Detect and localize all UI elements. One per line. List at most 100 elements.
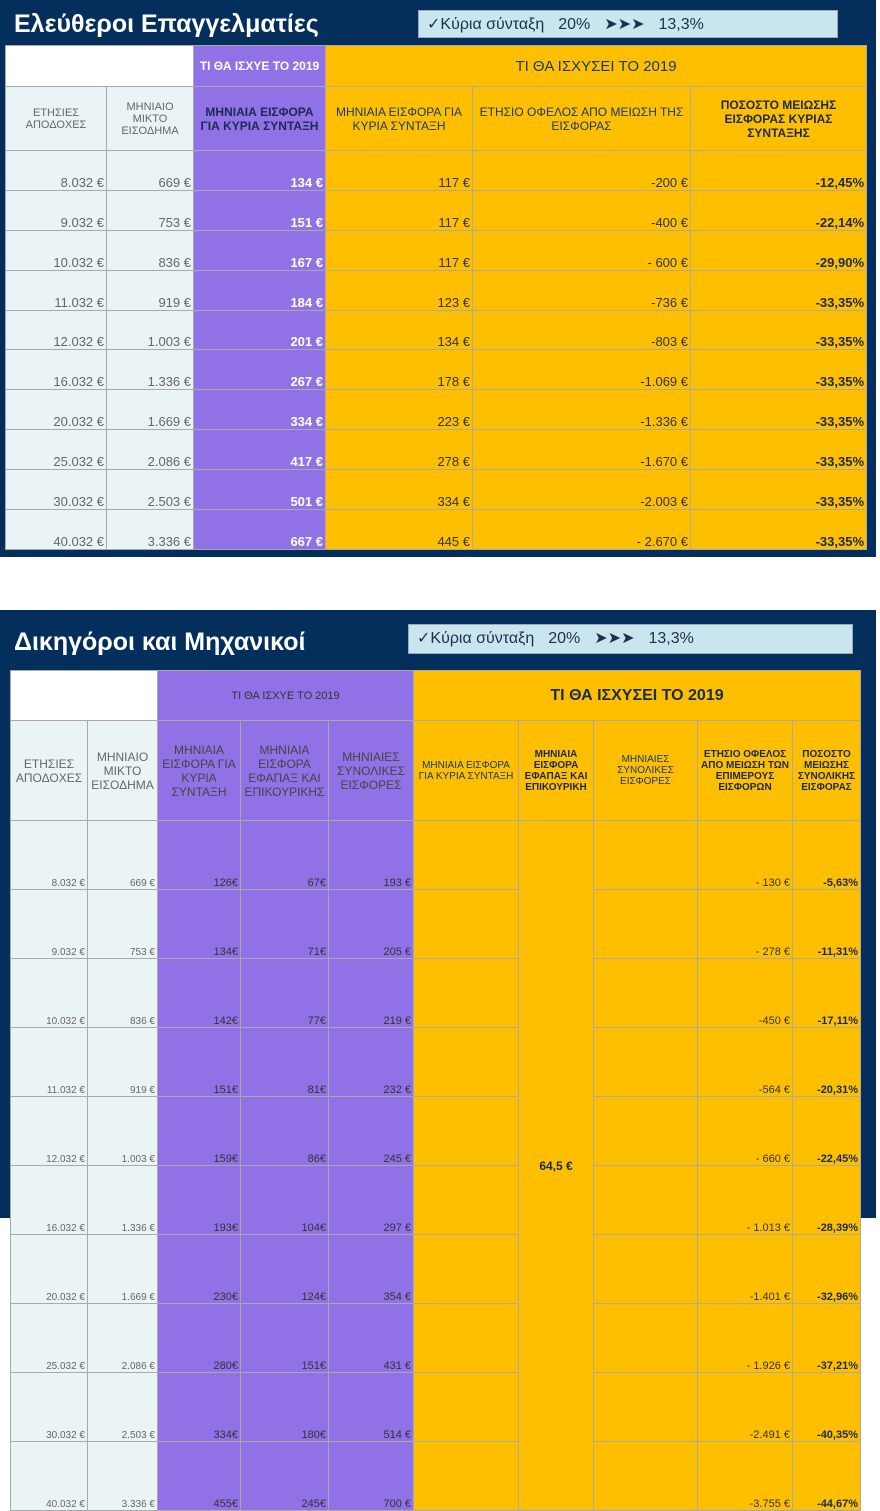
table-cell: -564 € (697, 1027, 794, 1097)
table-cell: 77€ (240, 958, 329, 1028)
table-cell: -33,35% (689, 469, 868, 511)
column-header: ΜΗΝΙΑΙΑ ΕΙΣΦΟΡΑ ΓΙΑ ΚΥΡΙΑ ΣΥΝΤΑΞΗ (325, 86, 473, 151)
table-cell: 667 € (193, 509, 326, 550)
table-cell: 142€ (157, 958, 241, 1028)
table-cell: -33,35% (689, 349, 868, 391)
table-cell: 307 € (593, 1372, 699, 1442)
table-row: 30.032 €2.503 €334€180€514 €242 € 307 €-2… (10, 1372, 862, 1442)
table-cell: -1.401 € (697, 1234, 794, 1304)
table-cell: -44,67% (792, 1441, 862, 1511)
table-row: 8.032 €669 €134 €117 € -200 € -12,45% (5, 150, 868, 191)
table-cell: 25.032 € (5, 429, 107, 471)
table-cell: 71€ (240, 889, 329, 959)
table-cell: 193 € (327, 820, 415, 890)
table-cell: 40.032 € (10, 1441, 88, 1511)
table-cell: -200 € (472, 150, 691, 191)
table-cell: 12.032 € (10, 1096, 88, 1166)
empty-header (5, 45, 194, 87)
group-header-old: ΤΙ ΘΑ ΙΣΧΥΕ ΤΟ 2019 (156, 670, 415, 721)
table-cell: 20.032 € (5, 389, 107, 431)
column-header: ΜΗΝΙΑΙΑ ΕΙΣΦΟΡΑ ΓΙΑ ΚΥΡΙΑ ΣΥΝΤΑΞΗ (193, 86, 326, 151)
column-header: ΜΗΝΙΑΙΑ ΕΙΣΦΟΡΑ ΓΙΑ ΚΥΡΙΑ ΣΥΝΤΑΞΗ (413, 720, 520, 821)
table-cell: 514 € (327, 1372, 415, 1442)
column-header: ΜΗΝΙΑΙΕΣ ΣΥΝΟΛΙΚΕΣ ΕΙΣΦΟΡΕΣ (327, 720, 415, 821)
table-cell: 11.032 € (5, 269, 107, 311)
table-cell: 167 € (193, 229, 326, 271)
table-cell: 919 € (87, 1027, 158, 1097)
contributions-table: ΤΙ ΘΑ ΙΣΧΥΕ ΤΟ 2019 ΤΙ ΘΑ ΙΣΧΥΣΕΙ ΤΟ 201… (5, 45, 868, 550)
table-cell: 9.032 € (5, 189, 107, 231)
table-cell: 3.336 € (106, 509, 194, 550)
table-cell: 182 € (593, 820, 699, 890)
column-header: ΠΟΣΟΣΤΟ ΜΕΙΩΣΗΣ ΕΙΣΦΟΡΑΣ ΚΥΡΙΑΣ ΣΥΝΤΑΞΗΣ (689, 86, 868, 151)
table-cell: -1.069 € (472, 349, 691, 391)
table-cell: 125 € (413, 1096, 520, 1166)
table-cell: 836 € (87, 958, 158, 1028)
table-row: 9.032 €753 €134€71€205 €117 € 182 €- 278 … (10, 889, 862, 959)
table-row: 12.032 €1.003 €201 €134 € -803 € -33,35% (5, 309, 868, 351)
table-cell: -32,96% (792, 1234, 862, 1304)
table-cell: 334€ (157, 1372, 241, 1442)
table-cell: -29,90% (689, 229, 868, 271)
table-cell: 323 € (413, 1441, 520, 1511)
table-cell: 245€ (240, 1441, 329, 1511)
table-cell: 178 € (325, 349, 473, 391)
column-header: ΜΗΝΙΑΙΑ ΕΙΣΦΟΡΑ ΕΦΑΠΑΞ ΚΑΙ ΕΠΙΚΟΥΡΙΚΗ (518, 720, 595, 821)
table-cell: 2.086 € (106, 429, 194, 471)
table-cell: -17,11% (792, 958, 862, 1028)
pension-rate-banner: ✓Κύρια σύνταξη 20% ➤➤➤ 13,3% (418, 10, 838, 38)
table-cell: 151€ (240, 1303, 329, 1373)
table-cell: -33,35% (689, 509, 868, 550)
table-row: 25.032 €2.086 €280€151€431 €206 € 271 €- … (10, 1303, 862, 1373)
table-cell: -3.755 € (697, 1441, 794, 1511)
table-cell: 1.336 € (106, 349, 194, 391)
table-cell: -1.336 € (472, 389, 691, 431)
table-cell: 1.003 € (87, 1096, 158, 1166)
table-cell: 30.032 € (5, 469, 107, 511)
table-cell: - 1.926 € (697, 1303, 794, 1373)
table-cell: 297 € (327, 1165, 415, 1235)
table-cell: -20,31% (792, 1027, 862, 1097)
table-row: 40.032 €3.336 €455€245€700 €323 € 388 €-3… (10, 1441, 862, 1511)
table-cell: 124€ (240, 1234, 329, 1304)
table-cell: 354 € (327, 1234, 415, 1304)
table-cell: 104€ (240, 1165, 329, 1235)
table-cell: 753 € (106, 189, 194, 231)
table-cell: -22,45% (792, 1096, 862, 1166)
table-cell: 10.032 € (5, 229, 107, 271)
table-cell: -2.003 € (472, 469, 691, 511)
table-cell: - 600 € (472, 229, 691, 271)
table-cell: 223 € (325, 389, 473, 431)
table-cell: 1.336 € (87, 1165, 158, 1235)
banner-new-rate: 13,3% (648, 630, 694, 647)
table-cell: 184 € (193, 269, 326, 311)
table-cell: -40,35% (792, 1372, 862, 1442)
column-header: ΜΗΝΙΑΙΑ ΕΙΣΦΟΡΑ ΓΙΑ ΚΥΡΙΑ ΣΥΝΤΑΞΗ (157, 720, 241, 821)
table-cell: 238 € (593, 1234, 699, 1304)
table-cell: 245 € (327, 1096, 415, 1166)
table-cell: 2.503 € (106, 469, 194, 511)
table-cell: -33,35% (689, 269, 868, 311)
table-cell: 117 € (413, 958, 520, 1028)
table-row: 40.032 €3.336 €667 €445 € - 2.670 € -33,35… (5, 509, 868, 550)
table-cell: 20.032 € (10, 1234, 88, 1304)
table-cell: 1.669 € (106, 389, 194, 431)
table-cell: 9.032 € (10, 889, 88, 959)
table-cell: 431 € (327, 1303, 415, 1373)
table-cell: -400 € (472, 189, 691, 231)
table-cell: 3.336 € (87, 1441, 158, 1511)
table-cell: 213 € (593, 1165, 699, 1235)
table-cell: -1.670 € (472, 429, 691, 471)
table-row: 11.032 €919 €184 €123 € -736 € -33,35% (5, 269, 868, 311)
table-cell: -12,45% (689, 150, 868, 191)
table-cell: 117 € (325, 189, 473, 231)
table-cell: 8.032 € (5, 150, 107, 191)
table-cell: -28,39% (792, 1165, 862, 1235)
table-row: 12.032 €1.003 €159€86€245 €125 € 190 €- 6… (10, 1096, 862, 1166)
table-row: 25.032 €2.086 €417 €278 € -1.670 € -33,35% (5, 429, 868, 471)
table-cell: -33,35% (689, 389, 868, 431)
table-cell: 86€ (240, 1096, 329, 1166)
table-cell: -450 € (697, 958, 794, 1028)
table-cell: -736 € (472, 269, 691, 311)
table-cell: 123 € (325, 269, 473, 311)
